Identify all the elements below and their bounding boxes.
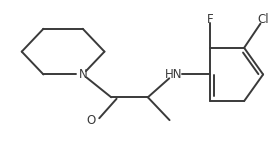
Text: O: O (86, 114, 96, 127)
Text: N: N (78, 68, 87, 81)
Text: Cl: Cl (257, 13, 269, 26)
Text: HN: HN (165, 68, 182, 81)
Text: F: F (207, 13, 213, 26)
